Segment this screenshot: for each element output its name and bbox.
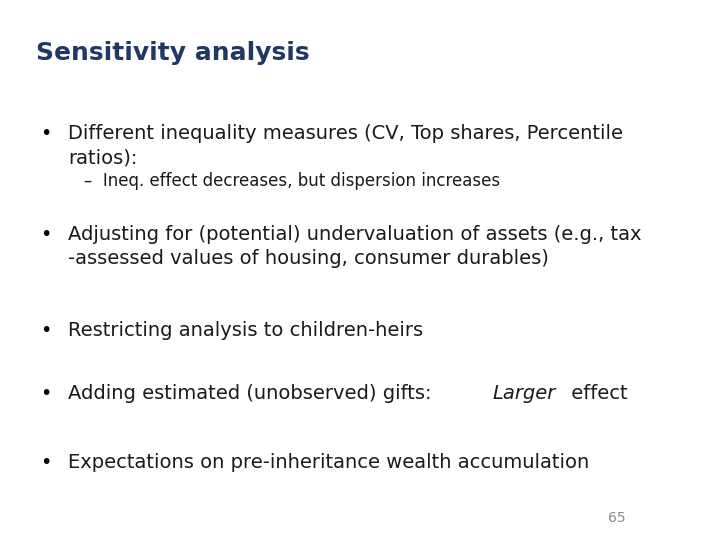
Text: –  Ineq. effect decreases, but dispersion increases: – Ineq. effect decreases, but dispersion… [84, 172, 500, 190]
Text: Adjusting for (potential) undervaluation of assets (e.g., tax
-assessed values o: Adjusting for (potential) undervaluation… [68, 225, 642, 268]
Text: effect: effect [565, 384, 628, 403]
Text: •: • [40, 124, 51, 143]
Text: •: • [40, 225, 51, 244]
Text: Sensitivity analysis: Sensitivity analysis [36, 42, 310, 65]
Text: •: • [40, 454, 51, 472]
Text: •: • [40, 384, 51, 403]
Text: Different inequality measures (CV, Top shares, Percentile
ratios):: Different inequality measures (CV, Top s… [68, 124, 624, 167]
Text: •: • [40, 321, 51, 340]
Text: Expectations on pre-inheritance wealth accumulation: Expectations on pre-inheritance wealth a… [68, 454, 590, 472]
Text: Adding estimated (unobserved) gifts:: Adding estimated (unobserved) gifts: [68, 384, 438, 403]
Text: Larger: Larger [492, 384, 556, 403]
Text: 65: 65 [608, 511, 626, 525]
Text: Restricting analysis to children-heirs: Restricting analysis to children-heirs [68, 321, 423, 340]
